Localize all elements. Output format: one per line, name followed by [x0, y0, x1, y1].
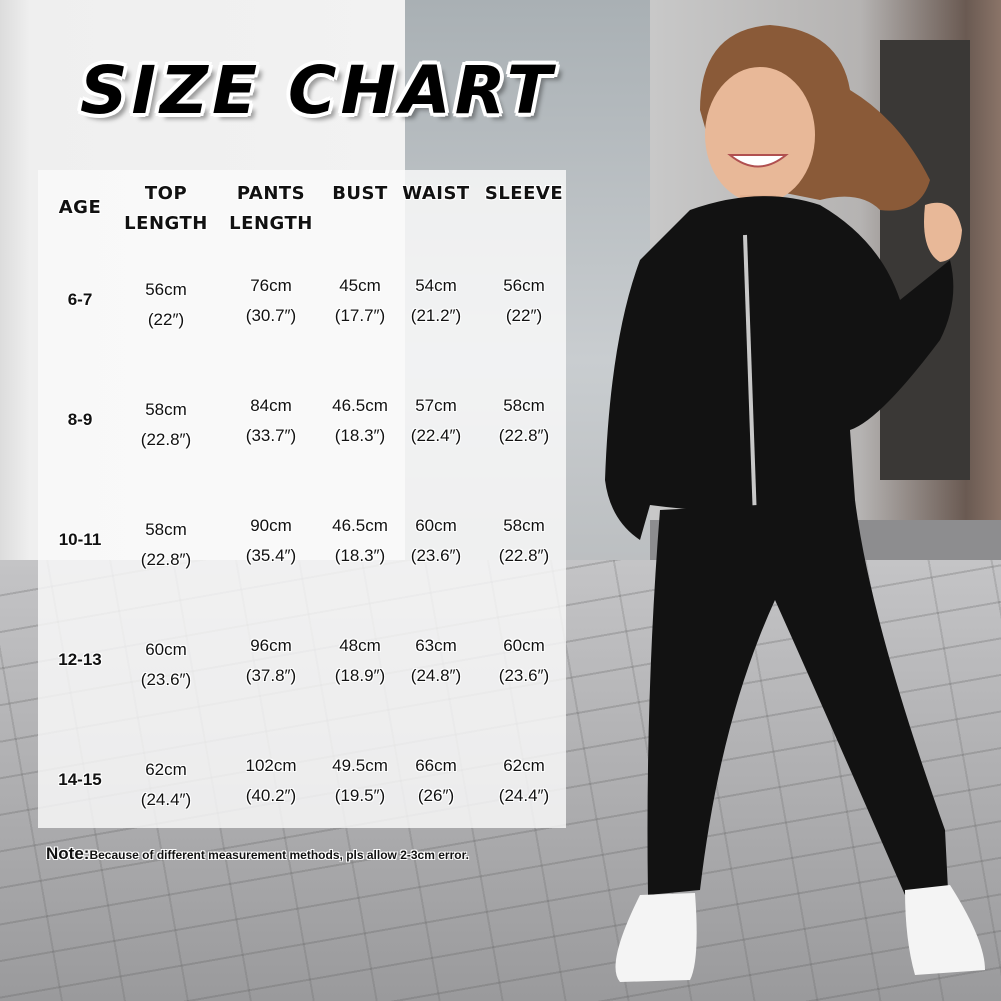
- note-text: Because of different measurement methods…: [89, 848, 469, 862]
- measurement-cm: 48cm: [339, 636, 381, 655]
- age-cell: 10-11: [58, 530, 102, 549]
- model-hand: [924, 202, 962, 262]
- measurement-inch: (18.9″): [334, 666, 386, 685]
- age-cell: 12-13: [58, 650, 102, 669]
- measurement-inch: (22.8″): [140, 550, 192, 569]
- measurement-cm: 56cm: [503, 276, 545, 295]
- measurement-inch: (18.3″): [334, 546, 386, 565]
- measurement-cm: 63cm: [415, 636, 457, 655]
- measurement-cm: 46.5cm: [332, 396, 388, 415]
- measurement-cm: 90cm: [250, 516, 292, 535]
- measurement-cm: 56cm: [145, 280, 187, 299]
- age-cell: 6-7: [67, 290, 93, 309]
- column-header: BUST: [332, 183, 388, 204]
- measurement-cm: 58cm: [503, 396, 545, 415]
- measurement-inch: (24.4″): [140, 790, 192, 809]
- measurement-inch: (22.8″): [498, 426, 550, 445]
- measurement-inch: (23.6″): [498, 666, 550, 685]
- measurement-cm: 46.5cm: [332, 516, 388, 535]
- page-title: SIZE CHART: [80, 52, 556, 129]
- measurement-inch: (22″): [505, 306, 543, 325]
- measurement-inch: (35.4″): [245, 546, 297, 565]
- measurement-inch: (24.4″): [498, 786, 550, 805]
- measurement-cm: 62cm: [145, 760, 187, 779]
- column-header: LENGTH: [229, 213, 313, 234]
- model-hoodie: [605, 196, 954, 540]
- background-door: [880, 40, 970, 480]
- model-pants: [647, 500, 948, 895]
- measurement-inch: (22.8″): [498, 546, 550, 565]
- model-smile: [727, 154, 789, 168]
- column-header: AGE: [58, 197, 102, 218]
- column-header: LENGTH: [124, 213, 208, 234]
- measurement-inch: (30.7″): [245, 306, 297, 325]
- measurement-cm: 58cm: [145, 400, 187, 419]
- model-face: [705, 67, 815, 203]
- measurement-cm: 57cm: [415, 396, 457, 415]
- measurement-cm: 66cm: [415, 756, 457, 775]
- column-header: PANTS: [236, 183, 306, 204]
- measurement-inch: (18.3″): [334, 426, 386, 445]
- measurement-cm: 84cm: [250, 396, 292, 415]
- measurement-inch: (23.6″): [410, 546, 462, 565]
- measurement-cm: 49.5cm: [332, 756, 388, 775]
- measurement-cm: 54cm: [415, 276, 457, 295]
- measurement-cm: 76cm: [250, 276, 292, 295]
- measurement-inch: (26″): [417, 786, 455, 805]
- measurement-cm: 62cm: [503, 756, 545, 775]
- measurement-inch: (19.5″): [334, 786, 386, 805]
- column-header: SLEEVE: [484, 183, 564, 204]
- measurement-cm: 60cm: [415, 516, 457, 535]
- age-cell: 8-9: [67, 410, 93, 429]
- measurement-inch: (24.8″): [410, 666, 462, 685]
- note-label: Note:: [46, 844, 90, 863]
- measurement-inch: (22″): [147, 310, 185, 329]
- column-header: TOP: [144, 183, 188, 204]
- measurement-cm: 60cm: [503, 636, 545, 655]
- measurement-cm: 58cm: [503, 516, 545, 535]
- measurement-inch: (23.6″): [140, 670, 192, 689]
- measurement-cm: 102cm: [245, 756, 297, 775]
- model-shoe-left: [615, 893, 697, 982]
- measurement-cm: 96cm: [250, 636, 292, 655]
- measurement-inch: (33.7″): [245, 426, 297, 445]
- age-cell: 14-15: [58, 770, 102, 789]
- measurement-inch: (40.2″): [245, 786, 297, 805]
- measurement-cm: 58cm: [145, 520, 187, 539]
- model-photo: [605, 25, 985, 982]
- measurement-cm: 45cm: [339, 276, 381, 295]
- measurement-inch: (17.7″): [334, 306, 386, 325]
- model-zipper: [743, 234, 757, 521]
- column-header: WAIST: [402, 183, 470, 204]
- size-chart-table: [38, 170, 566, 828]
- model-shoe-right: [905, 885, 985, 975]
- measurement-inch: (22.4″): [410, 426, 462, 445]
- measurement-inch: (22.8″): [140, 430, 192, 449]
- measurement-inch: (37.8″): [245, 666, 297, 685]
- note: Note:Because of different measurement me…: [46, 844, 469, 864]
- measurement-inch: (21.2″): [410, 306, 462, 325]
- measurement-cm: 60cm: [145, 640, 187, 659]
